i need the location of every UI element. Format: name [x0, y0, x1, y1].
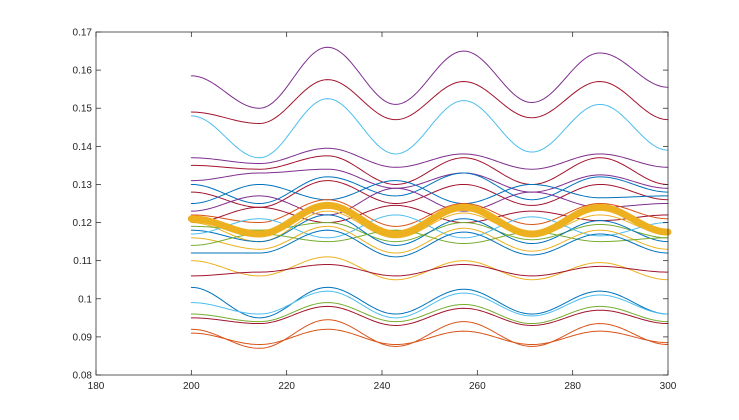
series-line-highlighted: [187, 201, 672, 238]
series-line-2: [190, 79, 669, 124]
series-line-7: [190, 172, 669, 204]
x-tick-label: 260: [469, 381, 486, 392]
series-line-26: [190, 319, 669, 349]
x-tick-label: 300: [660, 381, 677, 392]
x-axis-ticks: 180 200 220 240 260 280 300: [88, 32, 677, 392]
series-lines: [187, 46, 672, 349]
y-tick-label: 0.1: [78, 294, 92, 305]
y-tick-label: 0.17: [73, 28, 93, 39]
series-line-21: [190, 263, 669, 277]
y-tick-label: 0.13: [73, 180, 93, 191]
series-line-9: [190, 180, 669, 204]
y-tick-label: 0.16: [73, 66, 93, 77]
y-tick-label: 0.09: [73, 332, 93, 343]
series-line-3: [190, 98, 669, 159]
series-line-19: [190, 229, 669, 258]
series-line-16: [190, 214, 669, 239]
y-tick-label: 0.14: [73, 142, 93, 153]
series-line-12: [190, 204, 669, 224]
series-line-5: [190, 155, 669, 185]
series-line-6: [190, 168, 669, 193]
series-line-27: [190, 328, 669, 346]
x-tick-label: 200: [183, 381, 200, 392]
y-tick-label: 0.11: [73, 256, 92, 267]
y-tick-label: 0.15: [73, 104, 93, 115]
series-line-24: [190, 302, 669, 325]
series-line-11: [190, 199, 669, 227]
series-line-22: [190, 286, 669, 319]
y-tick-label: 0.08: [73, 371, 93, 382]
series-line-17: [190, 225, 669, 254]
series-line-8: [190, 180, 669, 208]
x-tick-label: 240: [374, 381, 391, 392]
series-line-23: [190, 290, 669, 319]
x-tick-label: 280: [564, 381, 581, 392]
x-tick-label: 180: [88, 381, 105, 392]
series-line-1: [190, 46, 669, 109]
series-line-4: [190, 147, 669, 170]
series-line-15: [190, 214, 669, 246]
y-axis-ticks: 0.08 0.09 0.1 0.11 0.12 0.13 0.14 0.15 0.16 0.17: [73, 28, 668, 382]
series-line-25: [190, 305, 669, 326]
y-tick-label: 0.12: [73, 218, 93, 229]
x-tick-label: 220: [278, 381, 295, 392]
